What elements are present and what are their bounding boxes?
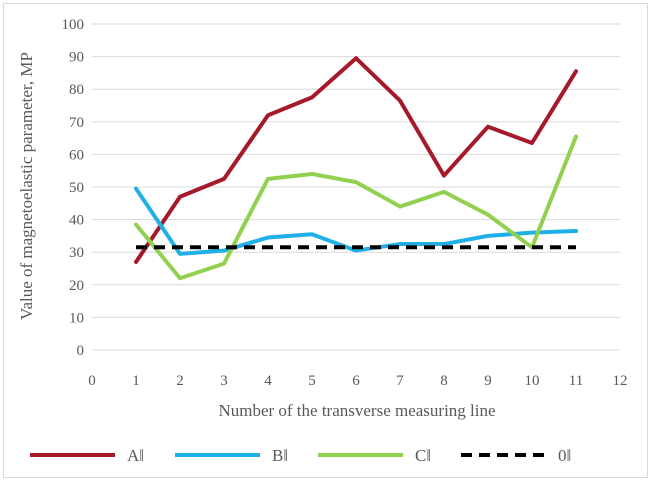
x-tick-label: 2	[176, 373, 184, 389]
y-tick-label: 90	[69, 50, 84, 66]
x-tick-label: 10	[525, 373, 540, 389]
y-axis-ticks: 0 10 20 30 40 50 60 70 80 90 100	[62, 17, 85, 359]
legend-label-0: A‖	[127, 446, 144, 465]
series-line-2	[134, 134, 578, 281]
y-tick-label: 40	[69, 213, 84, 229]
x-tick-label: 0	[88, 373, 96, 389]
series-lines	[134, 56, 578, 281]
x-axis-ticks: 0 1 2 3 4 5 6 7 8 9 10 11 12	[88, 373, 627, 389]
legend-label-3: 0‖	[558, 446, 571, 465]
y-tick-label: 30	[69, 245, 84, 261]
x-tick-label: 12	[613, 373, 628, 389]
x-tick-label: 6	[352, 373, 360, 389]
x-tick-label: 11	[569, 373, 583, 389]
y-axis-title: Value of magnetoelastic parameter, MP	[17, 52, 36, 320]
gridlines	[92, 23, 620, 351]
y-tick-label: 70	[69, 115, 84, 131]
y-tick-label: 100	[62, 17, 85, 33]
x-tick-label: 8	[440, 373, 448, 389]
series-line-0	[134, 56, 578, 264]
y-tick-label: 80	[69, 82, 84, 98]
x-tick-label: 5	[308, 373, 316, 389]
y-tick-label: 10	[69, 310, 84, 326]
legend-label-1: B‖	[272, 446, 288, 465]
x-tick-label: 1	[132, 373, 140, 389]
y-tick-label: 50	[69, 180, 84, 196]
y-tick-label: 20	[69, 278, 84, 294]
x-tick-label: 9	[484, 373, 492, 389]
x-axis-title: Number of the transverse measuring line	[218, 401, 495, 420]
x-tick-label: 4	[264, 373, 272, 389]
legend-label-2: C‖	[415, 446, 431, 465]
x-tick-label: 7	[396, 373, 404, 389]
x-tick-label: 3	[220, 373, 228, 389]
legend: A‖ B‖ C‖ 0‖	[30, 446, 571, 465]
series-line-1	[134, 186, 578, 256]
y-tick-label: 0	[77, 343, 85, 359]
y-tick-label: 60	[69, 147, 84, 163]
